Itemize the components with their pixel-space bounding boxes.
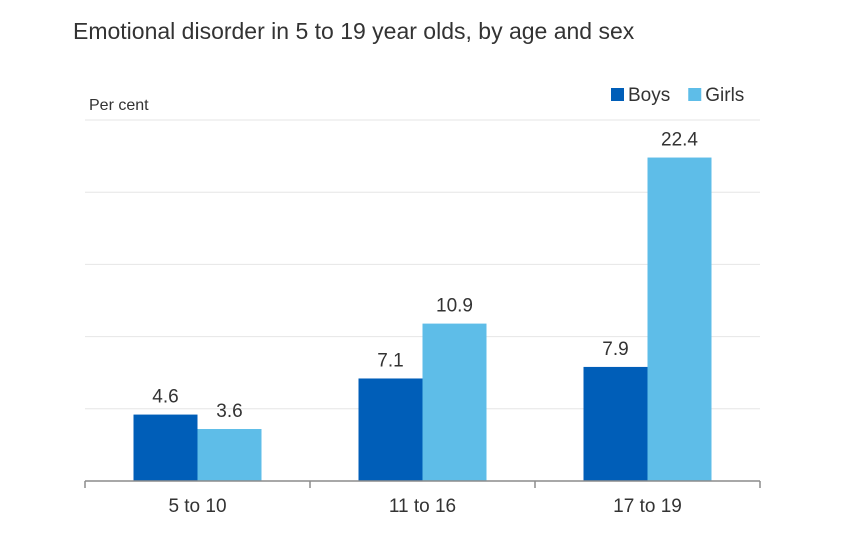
x-tick-label: 11 to 16	[389, 496, 456, 517]
bars	[133, 157, 712, 481]
data-label: 7.1	[377, 350, 403, 371]
legend-swatch-boys	[611, 88, 624, 101]
x-tick-label: 5 to 10	[168, 496, 226, 517]
bar-boys	[133, 414, 198, 481]
bar-boys	[358, 378, 423, 481]
data-label: 7.9	[602, 339, 628, 360]
legend-label-girls: Girls	[705, 85, 744, 106]
chart-title: Emotional disorder in 5 to 19 year olds,…	[73, 18, 635, 44]
data-label: 10.9	[436, 296, 473, 317]
data-label: 3.6	[216, 401, 242, 422]
x-axis	[84, 480, 761, 488]
data-label: 4.6	[152, 387, 178, 408]
value-labels: 4.6 3.6 7.1 10.9 7.9 22.4	[152, 130, 698, 422]
legend-label-boys: Boys	[628, 85, 670, 106]
bar-boys	[583, 366, 648, 481]
bar-girls	[647, 157, 712, 481]
legend: Boys Girls	[611, 85, 744, 106]
x-tick-label: 17 to 19	[613, 496, 682, 517]
y-axis-label: Per cent	[89, 97, 149, 114]
data-label: 22.4	[661, 130, 698, 151]
legend-swatch-girls	[688, 88, 702, 101]
bar-girls	[197, 429, 262, 481]
bar-girls	[422, 323, 487, 481]
x-tick-labels: 5 to 10 11 to 16 17 to 19	[168, 496, 681, 517]
